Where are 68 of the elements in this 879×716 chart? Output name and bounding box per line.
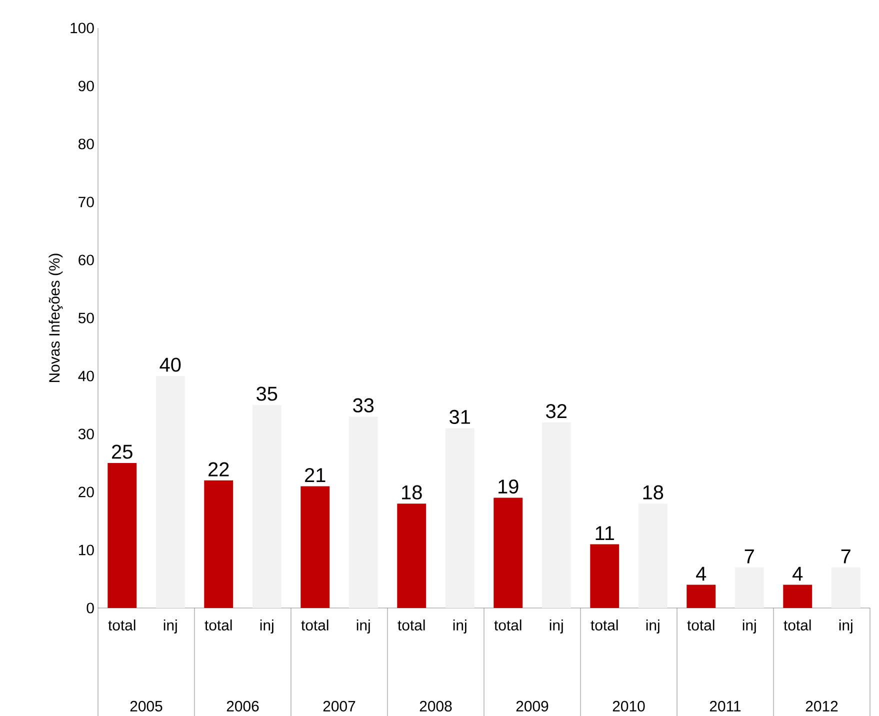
text: inj bbox=[839, 620, 852, 634]
data-label: 4 bbox=[696, 566, 706, 581]
data-label: 21 bbox=[305, 468, 326, 482]
bar bbox=[590, 544, 620, 608]
data-label: 40 bbox=[160, 358, 181, 372]
text: inj bbox=[453, 620, 466, 634]
y-tick-label: 10 bbox=[79, 544, 94, 556]
text: total bbox=[494, 620, 522, 630]
bar bbox=[108, 462, 137, 608]
bar bbox=[494, 498, 523, 608]
data-label: 31 bbox=[450, 410, 470, 424]
bar bbox=[204, 480, 234, 608]
text: total bbox=[590, 620, 618, 630]
data-label: 4 bbox=[792, 566, 803, 581]
y-tick-label: 60 bbox=[78, 254, 94, 266]
text: inj bbox=[742, 620, 756, 634]
y-tick-label: 40 bbox=[78, 370, 94, 382]
y-tick-label: 100 bbox=[70, 22, 94, 34]
data-label: 22 bbox=[208, 462, 229, 476]
bar bbox=[686, 584, 716, 608]
x-tick-label: 2008 bbox=[420, 700, 452, 712]
y-axis-title: Novas Infeções (%) bbox=[48, 254, 63, 382]
bar bbox=[348, 416, 378, 608]
y-tick-label: 70 bbox=[78, 196, 94, 208]
data-label: 32 bbox=[546, 404, 566, 418]
text: total bbox=[301, 620, 328, 630]
bar bbox=[783, 584, 812, 608]
text: total bbox=[398, 620, 425, 630]
bar bbox=[300, 486, 330, 608]
bar bbox=[734, 567, 764, 608]
bar bbox=[252, 404, 282, 608]
x-tick-label: 2006 bbox=[226, 700, 259, 712]
y-tick-label: 20 bbox=[78, 486, 94, 498]
x-tick-label: 2010 bbox=[612, 700, 645, 712]
text: inj bbox=[260, 620, 274, 634]
bar bbox=[397, 504, 426, 608]
y-tick-label: 30 bbox=[78, 428, 94, 440]
x-tick-label: 2005 bbox=[130, 700, 162, 712]
data-label: 7 bbox=[744, 549, 754, 564]
y-tick-label: 80 bbox=[78, 138, 94, 150]
bar bbox=[542, 422, 571, 608]
bar bbox=[638, 504, 668, 608]
text: inj bbox=[550, 620, 563, 634]
text: total bbox=[784, 620, 811, 630]
x-tick-label: 2012 bbox=[806, 700, 838, 712]
data-label: 33 bbox=[353, 398, 374, 412]
data-label: 18 bbox=[643, 485, 664, 500]
x-tick-label: 2007 bbox=[323, 700, 356, 712]
bar bbox=[831, 567, 860, 608]
x-tick-label: 2009 bbox=[516, 700, 548, 712]
data-label: 35 bbox=[256, 386, 278, 401]
y-tick-label: 50 bbox=[78, 312, 94, 324]
x-tick-label: 2011 bbox=[710, 700, 741, 712]
y-tick-label: 0 bbox=[86, 602, 94, 614]
data-label: 7 bbox=[841, 549, 850, 564]
bar bbox=[156, 376, 185, 608]
text: total bbox=[687, 620, 714, 630]
text: inj bbox=[646, 620, 660, 634]
data-label: 19 bbox=[498, 480, 518, 494]
text: inj bbox=[356, 620, 370, 634]
data-label: 25 bbox=[112, 444, 132, 459]
data-label: 11 bbox=[596, 526, 614, 540]
series-label: inj bbox=[164, 620, 177, 634]
series-label: total bbox=[108, 620, 136, 630]
bar bbox=[445, 428, 474, 608]
data-label: 18 bbox=[402, 485, 422, 500]
y-tick-label: 90 bbox=[78, 80, 94, 92]
text: total bbox=[204, 620, 232, 630]
